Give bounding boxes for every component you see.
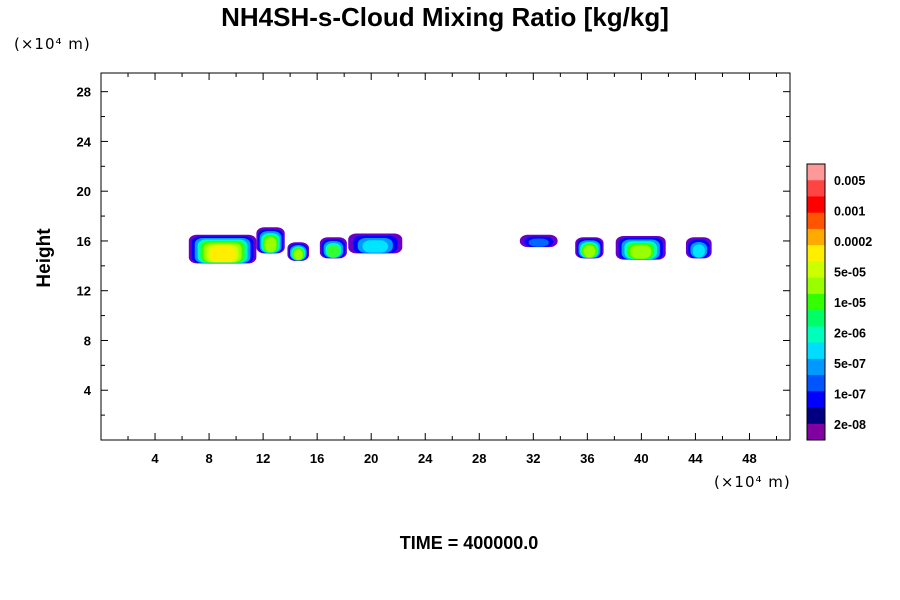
colorbar-segment [807, 212, 825, 230]
y-tick-label: 20 [77, 184, 91, 199]
colorbar-segment [807, 180, 825, 197]
y-tick-label: 24 [77, 134, 92, 149]
colorbar-label: 0.001 [834, 205, 865, 219]
colorbar-segment [807, 245, 825, 262]
x-unit-label: (×10⁴ m) [714, 473, 791, 491]
cloud-region [685, 237, 712, 259]
x-tick-label: 32 [526, 451, 540, 466]
y-tick-label: 4 [84, 383, 92, 398]
y-unit-label: (×10⁴ m) [14, 35, 91, 53]
colorbar-segment [807, 261, 825, 279]
colorbar-segment [807, 375, 825, 392]
cloud-layer [528, 238, 549, 247]
x-tick-label: 44 [688, 451, 703, 466]
y-axis-title: Height [34, 228, 55, 288]
x-tick-label: 16 [310, 451, 324, 466]
x-tick-labels: 4 8 12 16 20 24 28 32 36 40 44 48 [151, 451, 756, 466]
axis-ticks [101, 73, 790, 440]
cloud-region [319, 237, 347, 259]
colorbar-segment [807, 342, 825, 360]
chart-title: NH4SH-s-Cloud Mixing Ratio [kg/kg] [221, 2, 669, 32]
colorbar-label: 5e-05 [834, 266, 866, 280]
colorbar-segment [807, 293, 825, 311]
colorbar-segment [807, 391, 825, 409]
colorbar-segment [807, 196, 825, 214]
cloud-layer [327, 244, 340, 258]
x-tick-label: 48 [742, 451, 756, 466]
colorbar-label: 1e-07 [834, 388, 866, 402]
x-tick-label: 24 [418, 451, 433, 466]
cloud-layer [362, 240, 389, 253]
colorbar-segment [807, 358, 825, 376]
colorbar-segment [807, 423, 825, 441]
y-tick-label: 28 [77, 85, 91, 100]
y-tick-labels: 4 8 12 16 20 24 28 [77, 85, 92, 399]
cloud-layer [583, 245, 596, 258]
colorbar [806, 163, 826, 441]
colorbar-label: 1e-05 [834, 296, 866, 310]
colorbar-label: 0.0002 [834, 235, 872, 249]
cloud-layer [692, 244, 705, 258]
colorbar-frame [806, 163, 826, 441]
colorbar-label: 2e-08 [834, 418, 866, 432]
colorbar-labels: 0.005 0.001 0.0002 5e-05 1e-05 2e-06 5e-07 1e-0… [834, 174, 872, 432]
cloud-region [575, 237, 604, 259]
colorbar-label: 0.005 [834, 174, 865, 188]
cloud-layer [209, 245, 236, 263]
cloud-region [188, 234, 257, 264]
cloud-region [348, 233, 403, 254]
colorbar-segment [807, 407, 825, 425]
colorbar-segment [807, 164, 825, 181]
colorbar-segment [807, 326, 825, 344]
cloud-layer [264, 237, 277, 253]
x-tick-label: 40 [634, 451, 648, 466]
cloud-layer [293, 249, 303, 261]
cloud-region [519, 234, 558, 248]
x-tick-label: 4 [151, 451, 159, 466]
cloud-region [615, 235, 666, 260]
colorbar-segment [807, 310, 825, 327]
x-tick-label: 28 [472, 451, 486, 466]
y-tick-label: 16 [77, 234, 91, 249]
colorbar-segment [807, 277, 825, 295]
y-tick-label: 8 [84, 333, 91, 348]
colorbar-label: 2e-06 [834, 327, 866, 341]
colorbar-label: 5e-07 [834, 357, 866, 371]
cloud-region [256, 227, 285, 254]
time-label: TIME = 400000.0 [400, 533, 539, 553]
y-tick-label: 12 [77, 284, 91, 299]
cloud-field [188, 227, 712, 264]
x-tick-label: 20 [364, 451, 378, 466]
colorbar-segment [807, 228, 825, 246]
x-tick-label: 36 [580, 451, 594, 466]
cloud-layer [630, 244, 652, 259]
cloud-region [287, 242, 310, 261]
x-tick-label: 8 [205, 451, 212, 466]
x-tick-label: 12 [256, 451, 270, 466]
